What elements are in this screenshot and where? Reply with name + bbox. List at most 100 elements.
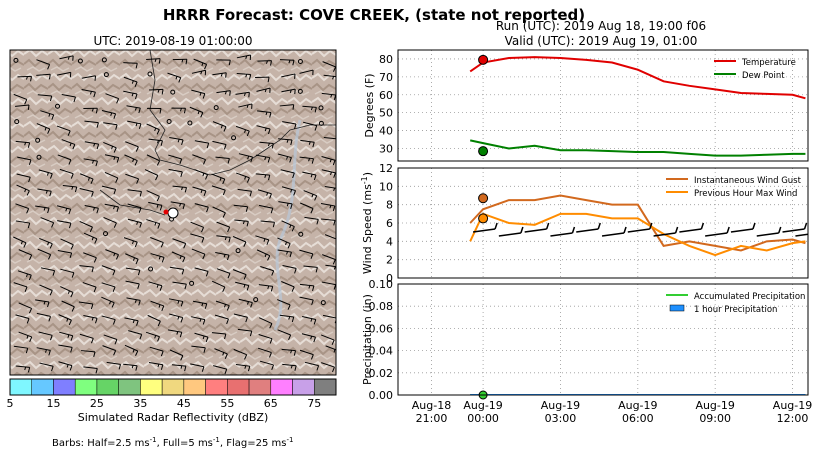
barb-feather: [90, 303, 94, 310]
barb-shaft: [37, 248, 51, 256]
barb-feather: [45, 190, 48, 194]
legend: Accumulated Precipitation 1 hour Precipit…: [666, 292, 805, 315]
colorbar-segment: [205, 378, 228, 396]
y-tick-label: 0.00: [369, 389, 394, 402]
wind-barb: [127, 189, 142, 197]
barb-feather: [29, 254, 33, 261]
calm-wind-circle: [318, 120, 324, 126]
wind-barb: [211, 332, 227, 340]
barb-feather: [285, 241, 288, 246]
barb-feather: [29, 336, 33, 342]
barb-feather: [156, 204, 159, 208]
barb-feather: [336, 139, 337, 144]
barb-feather: [157, 321, 161, 327]
barb-feather: [290, 189, 293, 193]
wind-barb: [299, 69, 314, 76]
wind-barb: [101, 296, 115, 308]
barb-feather: [47, 207, 50, 214]
barb-shaft: [257, 347, 272, 354]
barb-feather: [138, 300, 141, 306]
wind-barb: [302, 171, 317, 181]
calm-wind-circle: [297, 58, 303, 64]
barb-feather: [265, 111, 268, 116]
barb-shaft: [280, 169, 295, 174]
barb-shaft: [146, 154, 160, 162]
barb-feather: [20, 241, 23, 245]
wind-barb: [258, 284, 274, 292]
barb-feather: [116, 98, 120, 104]
barb-shaft: [216, 90, 231, 94]
barb-feather: [291, 226, 295, 232]
barb-feather: [161, 257, 165, 263]
wind-barb: [57, 154, 72, 165]
barb-shaft: [302, 315, 316, 321]
barb-shaft: [212, 72, 227, 76]
barb-feather: [289, 89, 292, 94]
colorbar-tick-label: 65: [264, 397, 278, 410]
wind-barb: [235, 364, 251, 372]
barb-feather: [27, 142, 31, 148]
barb-feather: [89, 226, 93, 233]
barb-feather: [95, 368, 98, 374]
barb-feather: [308, 285, 311, 289]
barb-shaft: [256, 87, 271, 92]
barb-feather: [27, 104, 30, 111]
barb-shaft: [83, 232, 98, 240]
wind-barb: [144, 169, 159, 181]
wind-barb: [171, 364, 187, 372]
barb-feather: [311, 158, 315, 164]
y-axis-label: Precipitation (in): [361, 294, 374, 385]
y-tick-label: 60: [379, 89, 393, 102]
wind-barb: [237, 188, 252, 197]
barb-feather: [70, 335, 74, 341]
barb-shaft: [282, 265, 297, 269]
legend: Temperature Dew Point: [714, 58, 796, 81]
calm-wind-circle: [101, 57, 107, 63]
barb-shaft: [322, 314, 336, 319]
barb-feather: [197, 110, 200, 115]
barb-shaft: [171, 251, 186, 258]
barb-shaft: [795, 233, 808, 237]
wind-barb: [125, 173, 140, 184]
barb-feather: [222, 286, 226, 292]
barb-feather: [308, 158, 311, 162]
barb-shaft: [105, 93, 119, 100]
barb-shaft: [13, 345, 28, 349]
barb-shaft: [123, 363, 138, 367]
wind-barb: [37, 188, 52, 197]
barb-feather: [181, 59, 184, 63]
barb-feather: [93, 257, 97, 263]
wind-barb: [83, 252, 97, 263]
barb-feather: [46, 172, 49, 176]
y-axis-label: Degrees (F): [363, 73, 376, 137]
barb-feather: [227, 158, 230, 164]
barb-feather: [156, 284, 159, 288]
barb-feather: [184, 365, 187, 372]
wind-barb: [101, 315, 116, 325]
barb-shaft: [256, 125, 271, 130]
colorbar-segment: [161, 378, 185, 396]
barb-shaft: [321, 169, 336, 174]
barb-shaft: [103, 334, 118, 340]
barb-shaft: [39, 237, 53, 245]
calm-wind-circle: [55, 103, 61, 109]
barb-shaft: [37, 94, 52, 97]
wind-barb: [255, 235, 270, 245]
valid-time-marker: [478, 193, 489, 204]
barb-shaft: [211, 280, 226, 288]
barb-shaft: [236, 73, 251, 76]
wind-barb: [148, 281, 163, 291]
barb-feather: [290, 203, 293, 210]
barb-shaft: [550, 232, 573, 237]
wind-barb: [16, 173, 31, 183]
wind-barb: [126, 297, 141, 306]
barb-feather: [157, 363, 160, 368]
barb-feather: [161, 89, 164, 95]
barb-feather: [288, 334, 292, 340]
barb-shaft: [79, 173, 94, 180]
barb-feather: [131, 80, 134, 84]
wind-barb: [57, 249, 73, 259]
barb-feather: [269, 338, 273, 344]
barb-feather: [135, 350, 139, 356]
barb-shaft: [321, 281, 336, 286]
